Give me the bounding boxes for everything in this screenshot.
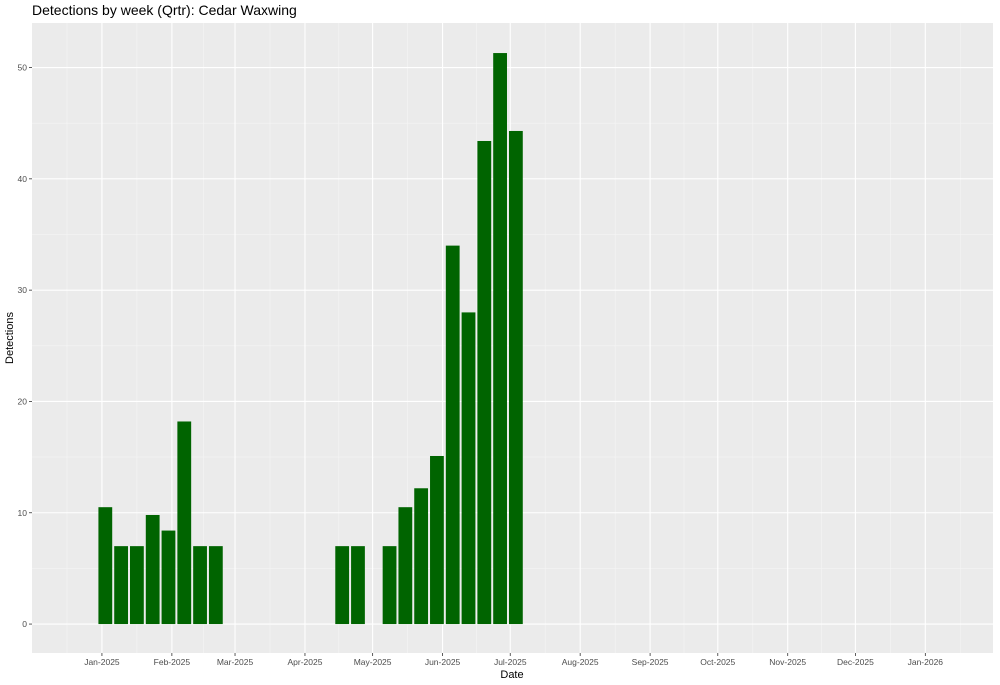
- x-axis-title: Date: [500, 669, 523, 681]
- bar-2025-05-12: [398, 507, 413, 625]
- x-tick-label: Nov-2025: [769, 657, 806, 667]
- x-tick-label: Aug-2025: [562, 657, 599, 667]
- bar-2025-04-21: [351, 546, 365, 625]
- x-tick-label: Apr-2025: [287, 657, 322, 667]
- bars: [98, 53, 523, 625]
- bar-2025-02-17: [208, 546, 223, 625]
- x-tick-label: Mar-2025: [217, 657, 254, 667]
- y-tick-label: 10: [18, 508, 28, 518]
- chart-title: Detections by week (Qrtr): Cedar Waxwing: [32, 2, 297, 18]
- x-tick-label: May-2025: [354, 657, 392, 667]
- x-tick-label: Jan-2026: [908, 657, 944, 667]
- bar-2025-06-02: [445, 245, 460, 625]
- bar-2025-02-03: [177, 421, 192, 625]
- x-tick-label: Feb-2025: [154, 657, 191, 667]
- x-tick-label: Jul-2025: [494, 657, 527, 667]
- y-tick-label: 20: [18, 396, 28, 406]
- bar-2025-05-19: [414, 488, 429, 625]
- y-axis: 0 10 20 30 40 50: [18, 63, 32, 629]
- bar-2025-01-20: [145, 514, 160, 625]
- bar-2025-06-16: [477, 140, 492, 625]
- bar-2025-06-09: [461, 312, 476, 625]
- bar-2025-01-06: [114, 546, 129, 625]
- bar-2025-06-30: [508, 130, 523, 625]
- x-tick-label: Jun-2025: [425, 657, 461, 667]
- x-tick-label: Dec-2025: [837, 657, 874, 667]
- y-axis-title: Detections: [4, 312, 16, 364]
- bar-2025-05-26: [430, 455, 444, 625]
- y-tick-label: 30: [18, 285, 28, 295]
- bar-2025-04-14: [335, 546, 350, 625]
- bar-2025-06-23: [493, 53, 507, 625]
- bar-2025-02-10: [193, 546, 207, 625]
- bar-2025-01-13: [130, 546, 144, 625]
- bar-2025-05-05: [382, 546, 397, 625]
- x-tick-label: Oct-2025: [700, 657, 735, 667]
- y-tick-label: 0: [22, 619, 27, 629]
- x-tick-label: Sep-2025: [632, 657, 669, 667]
- x-tick-label: Jan-2025: [84, 657, 120, 667]
- bar-2025-01-27: [161, 530, 176, 625]
- y-tick-label: 50: [18, 63, 28, 73]
- bar-2024-12-30: [98, 507, 113, 625]
- y-tick-label: 40: [18, 174, 28, 184]
- x-axis: Jan-2025 Feb-2025 Mar-2025 Apr-2025 May-2025…: [84, 653, 943, 667]
